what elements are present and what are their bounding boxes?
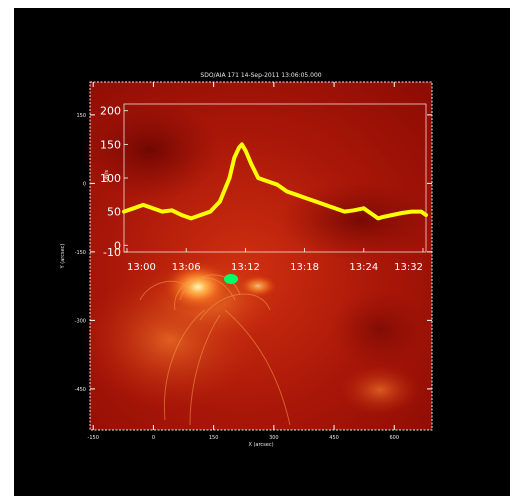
light-curve-point bbox=[208, 210, 212, 214]
inset-y-axis: -100 50 100 150 200 bbox=[100, 105, 128, 259]
coronal-loops bbox=[139, 274, 291, 426]
light-curve-point bbox=[199, 213, 203, 217]
light-curve-point bbox=[122, 210, 126, 214]
inset-y-tick-label: 100 bbox=[100, 172, 121, 185]
main-x-tick-label: 0 bbox=[152, 435, 155, 441]
main-x-tick-label: -150 bbox=[88, 435, 99, 441]
light-curve-point bbox=[151, 206, 155, 210]
light-curve-point bbox=[249, 162, 254, 167]
inset-x-tick-label: 13:18 bbox=[290, 262, 319, 273]
light-curve-point bbox=[362, 206, 366, 210]
main-y-tick-label: -450 bbox=[75, 387, 86, 393]
active-region-secondary bbox=[238, 274, 278, 298]
main-title: SDO/AIA 171 14-Sep-2011 13:06:05.000 bbox=[200, 72, 321, 79]
light-curve-point bbox=[170, 208, 174, 212]
main-x-tick-label: 300 bbox=[269, 435, 279, 441]
main-y-tick-label: -150 bbox=[75, 250, 86, 256]
inset-x-tick-label: 13:06 bbox=[172, 262, 201, 273]
main-y-axis-label: Y (arcsec) bbox=[60, 244, 66, 270]
light-curve-point bbox=[189, 216, 193, 220]
main-x-axis-label: X (arcsec) bbox=[248, 442, 273, 448]
light-curve-point bbox=[400, 211, 404, 215]
inset-y-tick-label: 150 bbox=[100, 138, 121, 151]
light-curve-point bbox=[323, 203, 327, 207]
main-x-tick-label: 450 bbox=[329, 435, 339, 441]
inset-x-tick-label: 13:00 bbox=[127, 262, 156, 273]
light-curve-point bbox=[314, 199, 318, 204]
inset-y-axis-label: DN/s bbox=[104, 170, 110, 182]
light-curve-point bbox=[304, 196, 308, 200]
light-curve-point bbox=[342, 210, 347, 214]
main-y-axis: -450 -300 -150 0 150 bbox=[75, 113, 432, 393]
light-curve-point bbox=[237, 146, 241, 150]
light-curve-point bbox=[141, 203, 145, 207]
loop-glow-lower-right bbox=[340, 365, 420, 415]
light-curve-point bbox=[410, 210, 414, 214]
light-curve-point bbox=[376, 216, 380, 220]
light-curve-point bbox=[424, 213, 428, 217]
light-curve-point bbox=[160, 210, 164, 214]
light-curve-point bbox=[244, 149, 248, 153]
light-curve-point bbox=[218, 199, 222, 204]
light-curve-point bbox=[390, 213, 394, 217]
main-y-tick-label: -300 bbox=[75, 318, 86, 324]
light-curve-point bbox=[352, 208, 356, 212]
inset-x-axis: 13:00 13:06 13:12 13:18 13:24 13:32 bbox=[126, 248, 424, 273]
green-marker bbox=[224, 274, 238, 284]
inset-y-tick-label: 0 bbox=[114, 239, 121, 252]
light-curve-point bbox=[285, 189, 289, 194]
light-curve-point bbox=[275, 183, 279, 187]
light-curve-point bbox=[266, 179, 270, 183]
solar-image bbox=[80, 82, 440, 430]
light-curve-point bbox=[419, 210, 423, 214]
inset-y-tick-label: 50 bbox=[107, 206, 121, 219]
main-y-tick-label: 150 bbox=[76, 113, 86, 119]
light-curve-point bbox=[371, 213, 375, 217]
inset-series bbox=[122, 142, 428, 221]
light-curve-point bbox=[179, 213, 184, 217]
dark-region-lower-right bbox=[330, 290, 430, 370]
light-curve-point bbox=[227, 176, 232, 180]
light-curve-point bbox=[240, 142, 244, 146]
light-curve-point bbox=[381, 215, 385, 219]
main-x-tick-label: 600 bbox=[389, 435, 399, 441]
main-plot-frame bbox=[89, 81, 433, 431]
inset-x-tick-label: 13:32 bbox=[394, 262, 423, 273]
light-curve-point bbox=[295, 193, 299, 197]
inset-y-tick-label: -10 bbox=[103, 246, 121, 259]
dark-region-upper-right bbox=[280, 180, 440, 260]
light-curve-point bbox=[333, 206, 337, 210]
dark-region-upper-left bbox=[80, 100, 220, 200]
main-x-tick-label: 150 bbox=[209, 435, 219, 441]
light-curve-point bbox=[256, 176, 260, 180]
inset-y-tick-label: 200 bbox=[100, 105, 121, 118]
light-curve-point bbox=[132, 206, 136, 210]
inset-x-tick-label: 13:12 bbox=[231, 262, 260, 273]
inset-x-tick-label: 13:24 bbox=[349, 262, 378, 273]
light-curve-point bbox=[232, 156, 236, 160]
main-x-axis: -150 0 150 300 450 600 bbox=[88, 82, 399, 441]
main-y-tick-label: 0 bbox=[83, 181, 86, 187]
